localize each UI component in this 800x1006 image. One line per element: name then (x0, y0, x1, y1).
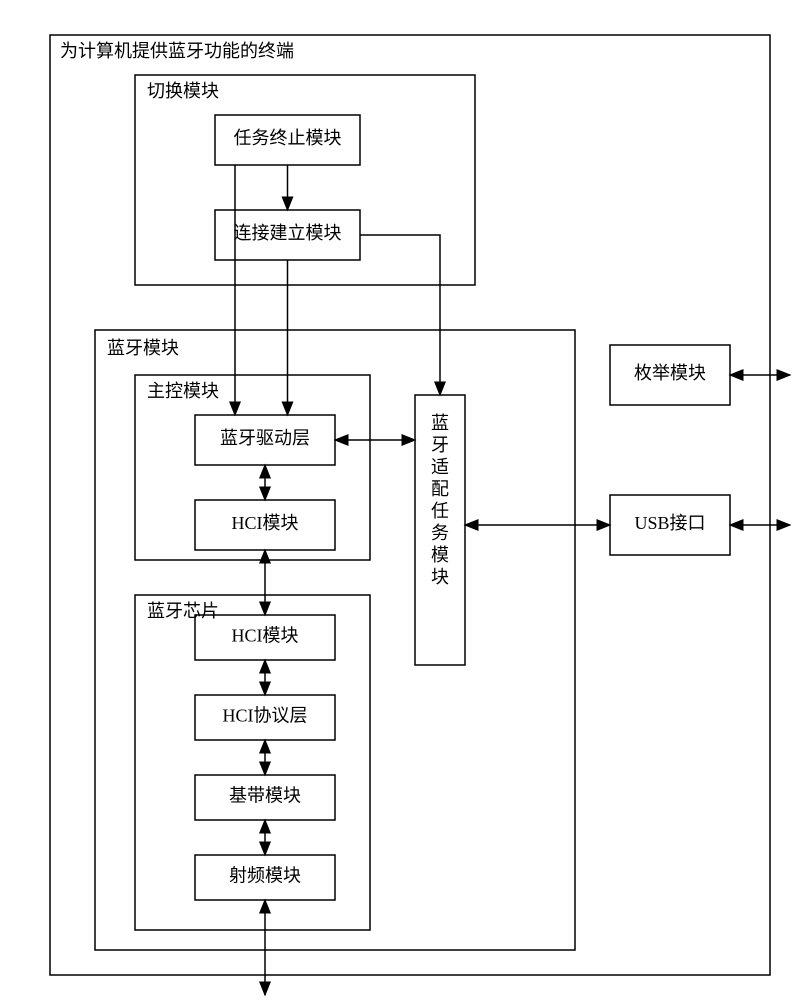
svg-text:蓝牙模块: 蓝牙模块 (107, 338, 179, 358)
switch-module-box (135, 75, 475, 285)
svg-text:务: 务 (431, 523, 449, 543)
svg-text:USB接口: USB接口 (634, 513, 705, 533)
svg-text:适: 适 (431, 457, 449, 477)
svg-text:蓝牙芯片: 蓝牙芯片 (147, 601, 219, 621)
svg-text:连接建立模块: 连接建立模块 (234, 223, 342, 243)
svg-text:基带模块: 基带模块 (229, 786, 301, 806)
svg-text:主控模块: 主控模块 (147, 381, 219, 401)
conn-to-adapter (360, 235, 440, 395)
svg-text:配: 配 (431, 479, 449, 499)
svg-text:蓝: 蓝 (431, 413, 449, 433)
svg-text:HCI协议层: HCI协议层 (223, 706, 308, 726)
svg-text:块: 块 (431, 567, 449, 587)
svg-text:射频模块: 射频模块 (229, 866, 301, 886)
svg-text:HCI模块: HCI模块 (232, 513, 299, 533)
outer-terminal-box (50, 35, 770, 975)
svg-text:切换模块: 切换模块 (147, 81, 219, 101)
svg-text:枚举模块: 枚举模块 (634, 363, 706, 383)
svg-text:为计算机提供蓝牙功能的终端: 为计算机提供蓝牙功能的终端 (60, 41, 294, 61)
svg-text:模: 模 (431, 545, 449, 565)
svg-text:任务终止模块: 任务终止模块 (234, 128, 342, 148)
svg-text:任: 任 (431, 501, 449, 521)
svg-text:蓝牙驱动层: 蓝牙驱动层 (220, 428, 310, 448)
svg-text:牙: 牙 (431, 435, 449, 455)
svg-text:HCI模块: HCI模块 (232, 626, 299, 646)
